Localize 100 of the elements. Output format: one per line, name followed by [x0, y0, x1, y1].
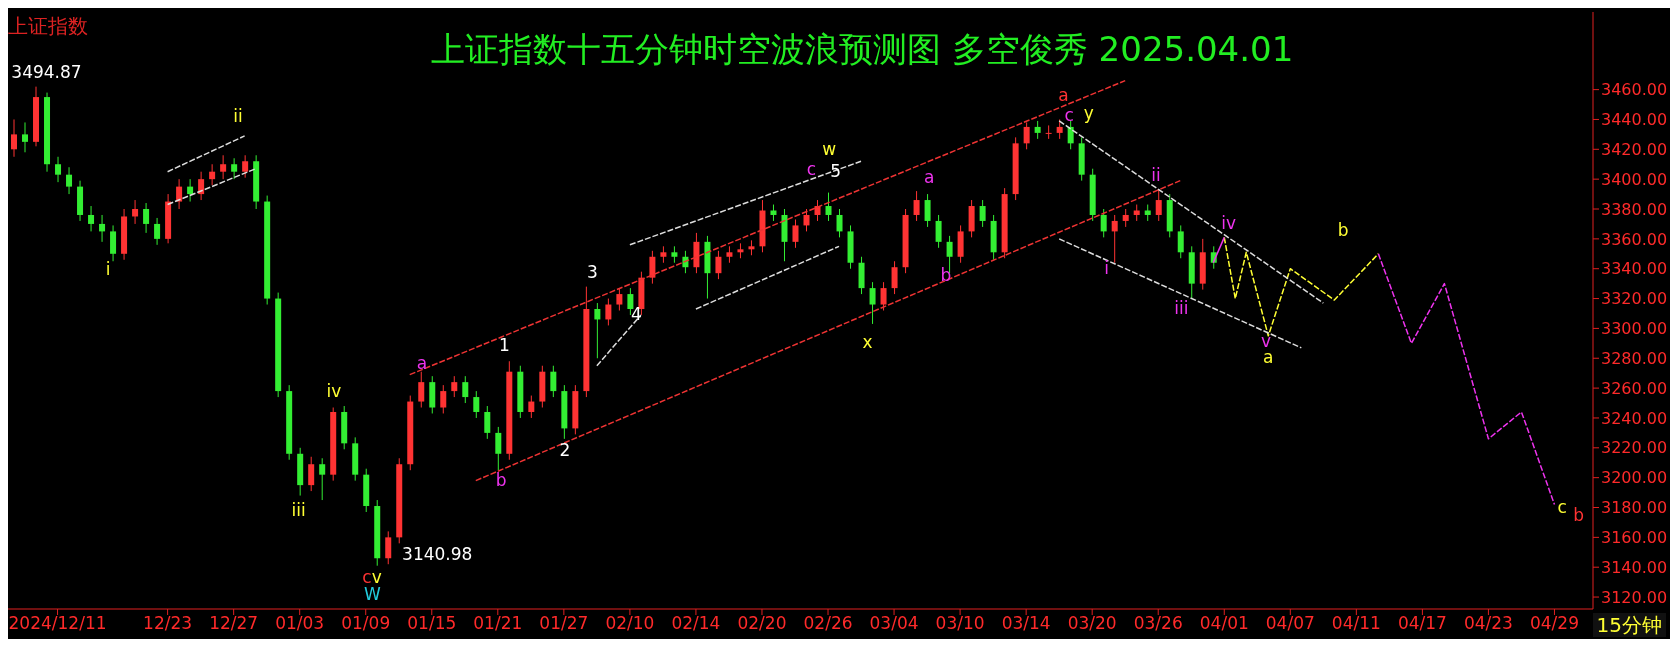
y-tick-label: 3300.00: [1601, 319, 1668, 339]
candlestick: [814, 199, 821, 222]
y-tick-label: 3180.00: [1601, 498, 1668, 518]
candlestick: [99, 214, 106, 243]
candlestick: [66, 166, 73, 195]
candlestick: [803, 208, 810, 232]
candlestick: [605, 298, 612, 326]
annotation: c: [1557, 496, 1567, 517]
x-tick-label: 04/01: [1199, 613, 1249, 634]
annotation: ii: [233, 106, 243, 127]
x-tick-label: 12/27: [209, 613, 259, 634]
annotation: i: [1104, 258, 1109, 279]
y-tick-label: 3220.00: [1601, 438, 1668, 458]
candlestick: [451, 375, 458, 398]
candlestick: [1045, 124, 1052, 140]
y-tick-label: 3360.00: [1601, 229, 1668, 249]
candlestick: [1111, 214, 1118, 264]
annotation: x: [862, 332, 873, 353]
candlestick: [462, 375, 469, 404]
y-tick-label: 3320.00: [1601, 289, 1668, 309]
annotation: b: [495, 469, 507, 490]
candlestick: [616, 287, 623, 311]
candlestick: [319, 457, 326, 501]
annotation: iii: [291, 499, 306, 520]
annotation: 3494.87: [11, 62, 82, 83]
annotation: 上证指数: [8, 14, 88, 38]
candlestick: [143, 202, 150, 234]
y-tick-label: 3240.00: [1601, 408, 1668, 428]
y-tick-label: 3280.00: [1601, 348, 1668, 368]
x-tick-label: 02/14: [671, 613, 721, 634]
candlestick: [825, 192, 832, 222]
annotation: iii: [1174, 298, 1189, 319]
x-tick-label: 03/04: [869, 613, 919, 634]
x-tick-label: 02/10: [605, 613, 655, 634]
candlestick: [55, 156, 62, 183]
candlestick: [220, 154, 227, 180]
annotation: 2: [559, 439, 571, 460]
candlestick: [154, 217, 161, 246]
candlestick: [836, 208, 843, 238]
line-series: [1223, 236, 1380, 337]
candlestick: [209, 163, 216, 186]
annotation: ii: [1151, 165, 1161, 186]
candlestick: [231, 157, 238, 180]
candlestick: [440, 384, 447, 414]
annotation: a: [924, 167, 935, 188]
candlestick: [418, 371, 425, 409]
y-tick-label: 3420.00: [1601, 139, 1668, 159]
candlestick: [484, 405, 491, 440]
x-tick-label: 04/29: [1529, 613, 1579, 634]
y-tick-label: 3140.00: [1601, 557, 1668, 577]
x-tick-label: 01/27: [539, 613, 589, 634]
annotation: iv: [326, 380, 342, 401]
candlestick: [880, 281, 887, 311]
x-tick-label: 12/23: [143, 613, 193, 634]
y-tick-label: 3340.00: [1601, 259, 1668, 279]
annotation: c: [806, 159, 817, 180]
candlestick: [913, 190, 920, 222]
candlestick: [88, 205, 95, 232]
candlestick: [594, 302, 601, 359]
candlestick: [1100, 208, 1107, 238]
candlestick: [473, 390, 480, 419]
y-tick-label: 3120.00: [1601, 587, 1668, 607]
candlestick: [528, 395, 535, 419]
candlestick: [385, 530, 392, 565]
y-tick-label: 3160.00: [1601, 528, 1668, 548]
annotation: a: [416, 352, 428, 373]
candlestick: [550, 365, 557, 398]
candlestick: [1067, 120, 1074, 150]
y-tick-label: 3440.00: [1601, 110, 1668, 130]
candlestick: [1155, 189, 1162, 222]
annotation: w: [822, 139, 837, 160]
candlestick: [495, 426, 502, 471]
annotation: b: [1573, 505, 1585, 526]
candlestick: [924, 193, 931, 228]
x-tick-label: 04/17: [1397, 613, 1447, 634]
annotation: 3140.98: [402, 544, 473, 565]
line-series: [1377, 253, 1556, 506]
annotation: 3: [587, 261, 598, 282]
x-tick-label: 02/20: [737, 613, 787, 634]
candlestick: [242, 154, 249, 179]
annotation: i: [105, 259, 111, 280]
candlestick: [1177, 224, 1184, 259]
candlestick: [792, 218, 799, 249]
annotation: c: [1064, 105, 1074, 126]
y-tick-label: 3400.00: [1601, 169, 1668, 189]
candlestick: [11, 118, 17, 158]
x-tick-label: 03/14: [1001, 613, 1051, 634]
candlestick: [891, 260, 898, 295]
x-tick-label: 02/26: [803, 613, 853, 634]
x-tick-label: 01/03: [275, 613, 325, 634]
candlestick: [869, 281, 876, 325]
candlestick: [176, 178, 183, 210]
x-tick-label: 04/11: [1331, 613, 1381, 634]
x-tick-label: 04/07: [1265, 613, 1315, 634]
y-tick-label: 3260.00: [1601, 378, 1668, 398]
text: 上证指数十五分钟时空波浪预测图 多空俊秀 2025.04.01: [431, 29, 1294, 69]
y-tick-label: 3380.00: [1601, 199, 1668, 219]
x-tick-label: 04/23: [1463, 613, 1513, 634]
candlestick: [308, 456, 315, 492]
candlestick: [649, 250, 656, 285]
